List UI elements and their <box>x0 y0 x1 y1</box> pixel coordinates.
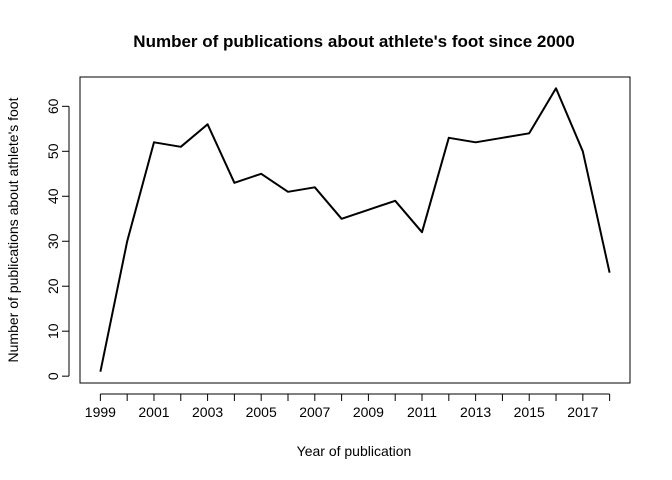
series-line <box>99 87 611 372</box>
y-axis-label: Number of publications about athlete's f… <box>5 97 21 362</box>
x-axis: 1999 2001 2003 2005 2007 2009 2011 2013 2015 2017 <box>85 393 611 420</box>
y-tick-label: 30 <box>45 233 61 249</box>
plot-frame <box>79 76 631 384</box>
y-axis: 0 10 20 30 40 50 60 <box>45 98 70 380</box>
y-tick-label: 40 <box>45 188 61 204</box>
x-tick-label: 2015 <box>514 404 545 420</box>
x-tick-label: 2011 <box>407 404 437 420</box>
x-axis-label: Year of publication <box>297 443 412 459</box>
x-tick-label: 1999 <box>85 404 116 420</box>
x-tick-label: 2009 <box>353 404 384 420</box>
y-tick-label: 60 <box>45 98 61 114</box>
y-tick-label: 20 <box>45 278 61 294</box>
chart-title: Number of publications about athlete's f… <box>133 32 574 51</box>
y-tick-label: 10 <box>45 323 61 339</box>
x-tick-label: 2013 <box>460 404 491 420</box>
x-tick-label: 2003 <box>192 404 223 420</box>
x-tick-label: 2007 <box>299 404 330 420</box>
x-tick-label: 2001 <box>138 404 169 420</box>
y-tick-label: 0 <box>45 372 61 380</box>
y-tick-label: 50 <box>45 143 61 159</box>
x-tick-label: 2005 <box>246 404 277 420</box>
x-tick-label: 2017 <box>567 404 598 420</box>
